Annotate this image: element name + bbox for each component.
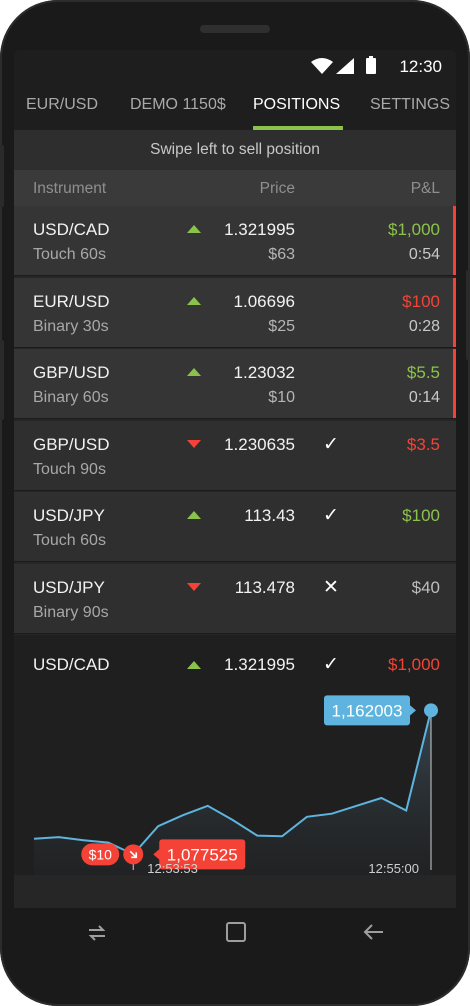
volume-button bbox=[0, 145, 4, 207]
row-price: 1.230635 bbox=[224, 435, 295, 455]
row-type: Binary 90s bbox=[33, 604, 109, 622]
table-row[interactable]: USD/JPY Binary 90s 113.478 ✕ $40 bbox=[14, 564, 456, 634]
row-type: Touch 90s bbox=[33, 461, 106, 479]
tab-positions[interactable]: POSITIONS bbox=[253, 96, 340, 114]
row-type: Binary 30s bbox=[33, 318, 109, 336]
start-time-label: 12:53:53 bbox=[147, 861, 198, 875]
battery-icon bbox=[366, 56, 376, 74]
end-time-label: 12:55:00 bbox=[368, 861, 419, 875]
table-row[interactable]: USD/JPY Touch 60s 113.43 ✓ $100 bbox=[14, 492, 456, 562]
tab-demo-balance[interactable]: DEMO 1150$ bbox=[130, 96, 226, 114]
status-time: 12:30 bbox=[399, 57, 442, 77]
row-stake: $25 bbox=[268, 318, 295, 336]
earpiece-speaker bbox=[200, 25, 270, 33]
down-arrow-icon bbox=[187, 583, 201, 591]
header-instrument: Instrument bbox=[33, 180, 106, 198]
entry-stake-label: $10 bbox=[89, 846, 113, 862]
row-price: 1.321995 bbox=[224, 220, 295, 240]
row-stake: $10 bbox=[268, 389, 295, 407]
row-price: 113.478 bbox=[235, 578, 295, 598]
row-pl: $100 bbox=[402, 292, 440, 312]
bixby-button bbox=[0, 340, 4, 420]
close-icon: ✕ bbox=[323, 576, 339, 599]
row-instrument: GBP/USD bbox=[33, 435, 110, 455]
power-button bbox=[466, 270, 470, 360]
home-icon[interactable] bbox=[226, 922, 246, 942]
row-time-left: 0:28 bbox=[409, 318, 440, 336]
up-arrow-icon bbox=[187, 511, 201, 519]
row-type: Touch 60s bbox=[33, 246, 106, 264]
tab-settings[interactable]: SETTINGS bbox=[370, 96, 450, 114]
row-pl: $100 bbox=[402, 506, 440, 526]
down-arrow-icon bbox=[187, 440, 201, 448]
current-price-pointer bbox=[409, 704, 416, 716]
row-stake: $63 bbox=[268, 246, 295, 264]
row-price: 113.43 bbox=[244, 506, 295, 526]
row-time-left: 0:14 bbox=[409, 389, 440, 407]
row-type: Touch 60s bbox=[33, 532, 106, 550]
tab-eurusd[interactable]: EUR/USD bbox=[26, 96, 98, 114]
swipe-hint: Swipe left to sell position bbox=[14, 130, 456, 170]
row-type: Binary 60s bbox=[33, 389, 109, 407]
row-price: 1.06696 bbox=[234, 292, 295, 312]
up-arrow-icon bbox=[187, 225, 201, 233]
table-row[interactable]: GBP/USD Binary 60s 1.23032 $10 $5.5 0:14 bbox=[14, 349, 456, 419]
row-pl: $40 bbox=[412, 578, 440, 598]
row-time-left: 0:54 bbox=[409, 246, 440, 264]
open-position-marker bbox=[453, 349, 456, 418]
current-price-label: 1,162003 bbox=[332, 701, 403, 720]
check-icon: ✓ bbox=[323, 433, 339, 456]
row-instrument: USD/JPY bbox=[33, 506, 105, 526]
app-screen: 12:30 EUR/USD DEMO 1150$ POSITIONS SETTI… bbox=[14, 50, 456, 960]
row-instrument: USD/JPY bbox=[33, 578, 105, 598]
open-position-marker bbox=[453, 278, 456, 347]
back-icon[interactable] bbox=[362, 922, 384, 942]
current-price-marker bbox=[424, 703, 438, 717]
table-row[interactable]: EUR/USD Binary 30s 1.06696 $25 $100 0:28 bbox=[14, 278, 456, 348]
row-pl: $5.5 bbox=[407, 363, 440, 383]
row-instrument: EUR/USD bbox=[33, 292, 110, 312]
status-bar: 12:30 bbox=[14, 50, 456, 82]
wifi-icon bbox=[311, 58, 333, 74]
row-instrument: GBP/USD bbox=[33, 363, 110, 383]
android-nav-bar bbox=[14, 908, 456, 960]
check-icon: ✓ bbox=[323, 504, 339, 527]
table-header: Instrument Price P&L bbox=[14, 170, 456, 206]
up-arrow-icon bbox=[187, 368, 201, 376]
row-price: 1.23032 bbox=[234, 363, 295, 383]
signal-icon bbox=[336, 58, 354, 74]
header-price: Price bbox=[260, 180, 295, 198]
row-pl: $3.5 bbox=[407, 435, 440, 455]
row-instrument: USD/CAD bbox=[33, 220, 110, 240]
up-arrow-icon bbox=[187, 297, 201, 305]
row-pl: $1,000 bbox=[388, 220, 440, 240]
recent-apps-icon[interactable] bbox=[87, 922, 107, 944]
open-position-marker bbox=[453, 206, 456, 275]
header-pl: P&L bbox=[411, 180, 440, 198]
tab-bar: EUR/USD DEMO 1150$ POSITIONS SETTINGS bbox=[14, 82, 456, 130]
position-detail: USD/CAD 1.321995 ✓ $1,000 $10 1,077525 1,1… bbox=[14, 635, 456, 875]
table-row[interactable]: USD/CAD Touch 60s 1.321995 $63 $1,000 0:54 bbox=[14, 206, 456, 276]
table-row[interactable]: GBP/USD Touch 90s 1.230635 ✓ $3.5 bbox=[14, 421, 456, 491]
